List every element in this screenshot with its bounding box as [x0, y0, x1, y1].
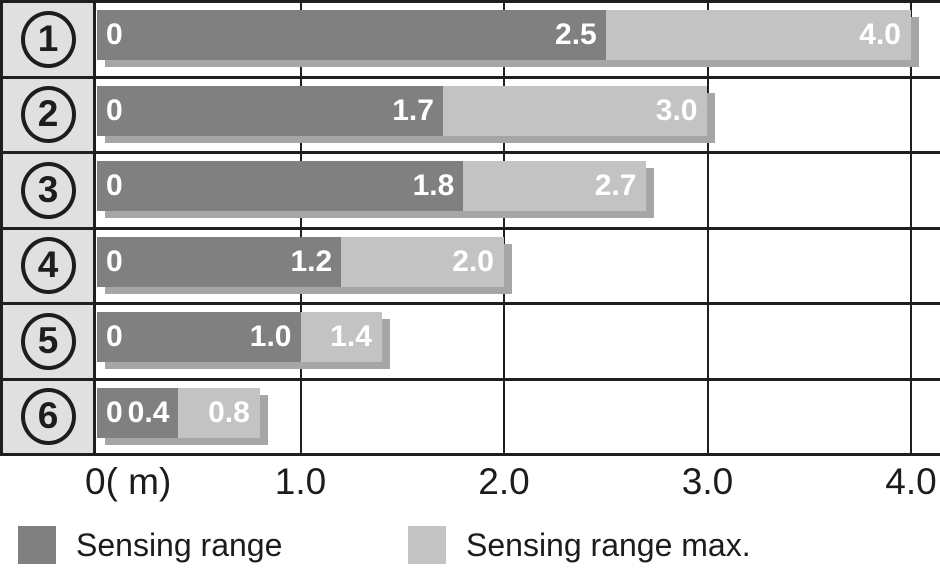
circled-number: 3 — [20, 161, 76, 219]
sensing-range-max-bar: 3.0 — [442, 85, 708, 136]
bar: 0 2.5 4.0 — [97, 10, 911, 60]
sensing-range-max-value: 4.0 — [859, 18, 901, 51]
chart-row: 5 0 1.0 1.4 — [0, 305, 940, 381]
sensing-range-max-value: 3.0 — [655, 93, 698, 127]
bar-zero-label: 0 — [106, 320, 123, 353]
bar-zero-label: 0 — [106, 395, 123, 429]
sensing-range-max-bar: 1.4 — [300, 312, 382, 362]
sensing-range-bar: 0 1.2 — [97, 236, 342, 287]
bar: 0 0.4 0.8 — [97, 387, 260, 438]
sensing-range-bar: 0 1.8 — [97, 161, 464, 211]
chart-row: 3 0 1.8 2.7 — [0, 154, 940, 230]
legend-item-sensing-range: Sensing range — [18, 526, 282, 564]
sensing-range-value: 0.4 — [127, 395, 170, 429]
x-axis: 0( m) 1.0 2.0 3.0 4.0 — [0, 456, 940, 508]
circled-number: 4 — [20, 237, 76, 295]
sensing-range-max-value: 2.0 — [452, 244, 494, 278]
x-axis-tick-label: 1.0 — [274, 461, 327, 502]
row-number-cell: 4 — [0, 229, 96, 302]
sensing-range-bar: 0 2.5 — [97, 10, 606, 60]
row-plot-area: 0 1.2 2.0 — [96, 230, 940, 303]
legend: Sensing range Sensing range max. — [0, 514, 940, 574]
x-axis-tick-label: 4.0 — [885, 461, 937, 502]
bar-zero-label: 0 — [106, 18, 123, 51]
legend-label: Sensing range — [76, 526, 283, 563]
row-plot-area: 0 1.0 1.4 — [96, 305, 940, 378]
sensing-range-bar: 0 0.4 — [97, 387, 179, 438]
legend-swatch-light-icon — [408, 526, 446, 564]
bar-zero-label: 0 — [106, 244, 123, 278]
sensing-range-max-value: 1.4 — [330, 320, 372, 353]
row-number-cell: 1 — [0, 3, 96, 76]
row-number-cell: 2 — [0, 78, 96, 151]
sensing-range-max-value: 0.8 — [208, 395, 250, 429]
x-axis-tick-label: 3.0 — [681, 461, 734, 502]
bar-zero-label: 0 — [106, 93, 123, 127]
row-plot-area: 0 1.7 3.0 — [96, 79, 940, 152]
row-plot-area: 0 1.8 2.7 — [96, 154, 940, 227]
sensing-range-value: 1.7 — [392, 93, 434, 127]
row-plot-area: 0 2.5 4.0 — [96, 3, 940, 76]
chart-row: 1 0 2.5 4.0 — [0, 3, 940, 79]
sensing-range-value: 1.8 — [412, 169, 455, 202]
row-number-cell: 3 — [0, 154, 96, 227]
row-plot-area: 0 0.4 0.8 — [96, 381, 940, 454]
sensing-range-value: 1.0 — [249, 320, 292, 353]
sensing-range-bar: 0 1.0 — [97, 312, 301, 362]
bar: 0 1.8 2.7 — [97, 161, 647, 211]
sensing-range-max-bar: 4.0 — [605, 10, 911, 60]
sensing-range-bar: 0 1.7 — [97, 85, 443, 136]
circled-number: 6 — [20, 388, 76, 446]
row-number-cell: 6 — [0, 380, 96, 453]
sensing-range-max-bar: 2.7 — [463, 161, 647, 211]
bar: 0 1.0 1.4 — [97, 312, 382, 362]
chart-row: 6 0 0.4 0.8 — [0, 380, 940, 456]
bar-zero-label: 0 — [106, 169, 123, 202]
bar: 0 1.7 3.0 — [97, 85, 708, 136]
sensing-range-max-value: 2.7 — [594, 169, 637, 202]
sensing-range-value: 1.2 — [290, 244, 333, 278]
chart-row: 2 0 1.7 3.0 — [0, 78, 940, 154]
row-number-cell: 5 — [0, 305, 96, 378]
circled-number: 2 — [20, 86, 76, 144]
x-axis-tick-label: 0( m) — [85, 461, 172, 502]
legend-swatch-dark-icon — [18, 526, 56, 564]
legend-label: Sensing range max. — [466, 526, 751, 563]
bar: 0 1.2 2.0 — [97, 236, 504, 287]
chart-table: 1 0 2.5 4.0 2 0 1.7 — [0, 0, 940, 456]
sensing-range-value: 2.5 — [555, 18, 597, 51]
circled-number: 5 — [20, 312, 76, 370]
chart-row: 4 0 1.2 2.0 — [0, 229, 940, 305]
sensing-range-max-bar: 2.0 — [341, 236, 504, 287]
circled-number: 1 — [20, 10, 76, 68]
legend-item-sensing-range-max: Sensing range max. — [408, 526, 751, 564]
x-axis-tick-label: 2.0 — [478, 461, 530, 502]
sensing-range-max-bar: 0.8 — [178, 387, 260, 438]
